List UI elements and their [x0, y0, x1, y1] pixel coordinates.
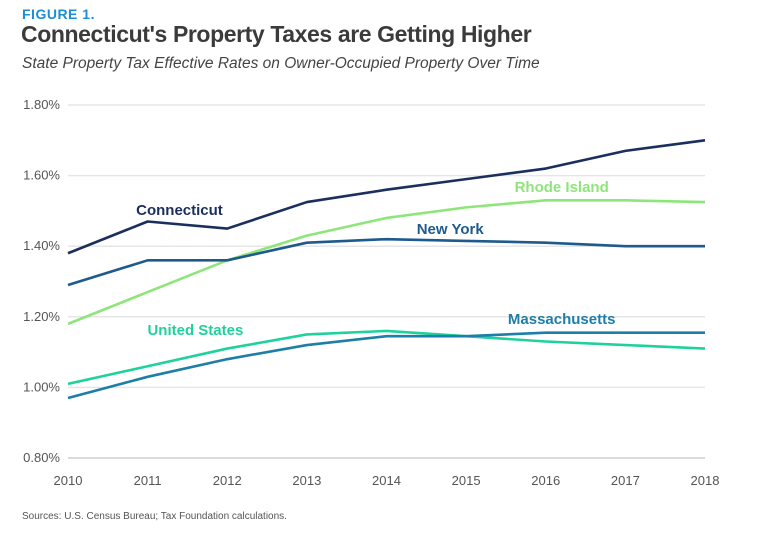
- x-tick-label: 2012: [213, 473, 242, 488]
- chart-title: Connecticut's Property Taxes are Getting…: [21, 21, 532, 47]
- x-tick-label: 2017: [611, 473, 640, 488]
- series-line-massachusetts: [67, 331, 705, 400]
- series-label: Massachusetts: [508, 311, 616, 328]
- y-tick-label: 0.80%: [23, 450, 60, 465]
- y-tick-label: 1.80%: [23, 97, 60, 112]
- series-label: Rhode Island: [515, 179, 609, 196]
- y-tick-label: 1.60%: [23, 168, 60, 183]
- x-tick-label: 2016: [531, 473, 560, 488]
- x-tick-label: 2010: [54, 473, 83, 488]
- series-line-new-york: [67, 237, 705, 287]
- chart-subtitle: State Property Tax Effective Rates on Ow…: [22, 55, 540, 72]
- source-note: Sources: U.S. Census Bureau; Tax Foundat…: [22, 511, 287, 522]
- series-label: United States: [147, 322, 243, 339]
- x-tick-label: 2015: [452, 473, 481, 488]
- series-label: Connecticut: [136, 202, 223, 219]
- y-tick-label: 1.20%: [23, 309, 60, 324]
- series-line-united-states: [67, 329, 706, 386]
- series-label: New York: [417, 221, 485, 238]
- x-tick-label: 2014: [372, 473, 401, 488]
- series-line-rhode-island: [67, 199, 706, 326]
- series-line-connecticut: [67, 139, 706, 255]
- x-tick-label: 2013: [292, 473, 321, 488]
- y-tick-label: 1.00%: [23, 379, 60, 394]
- x-tick-label: 2018: [691, 473, 720, 488]
- x-tick-label: 2011: [134, 473, 162, 488]
- y-tick-label: 1.40%: [23, 238, 60, 253]
- figure-label: FIGURE 1.: [22, 6, 95, 22]
